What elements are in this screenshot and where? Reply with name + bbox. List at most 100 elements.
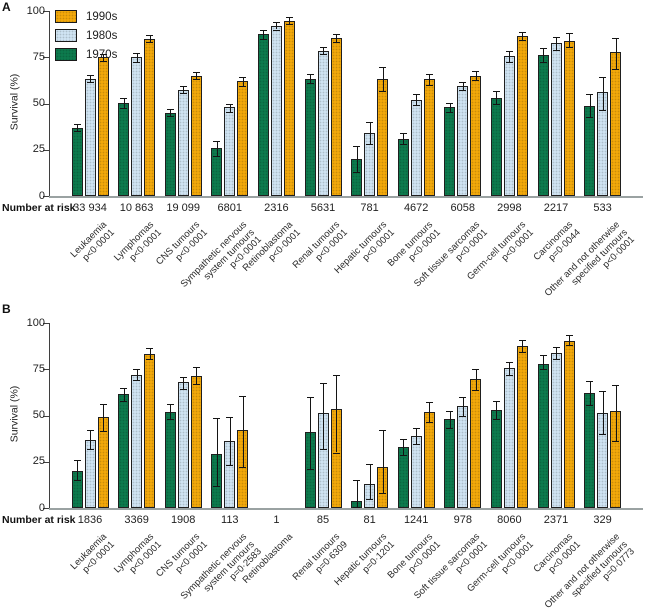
number-at-risk-value: 2998 — [497, 202, 522, 214]
error-bar — [475, 71, 477, 81]
error-bar-cap-bottom — [612, 69, 620, 71]
number-at-risk-value: 2316 — [264, 202, 289, 214]
error-bar-cap-bottom — [259, 38, 267, 40]
error-bar-cap-bottom — [472, 80, 480, 82]
error-bar — [242, 76, 244, 86]
error-bar-cap-top — [539, 48, 547, 49]
error-bar — [416, 427, 418, 445]
number-at-risk-value: 1908 — [170, 514, 196, 526]
y-tick — [43, 369, 49, 371]
error-bar-cap-bottom — [179, 388, 187, 390]
number-at-risk-value: 781 — [360, 202, 379, 214]
error-bar-cap-bottom — [133, 380, 141, 382]
error-bar — [615, 37, 617, 70]
error-bar — [336, 374, 337, 453]
error-bar-cap-bottom — [379, 493, 387, 495]
y-tick — [43, 323, 49, 324]
error-bar-cap-bottom — [599, 434, 607, 435]
error-bar-cap-bottom — [120, 108, 128, 110]
number-at-risk-value: 5631 — [310, 202, 336, 214]
y-tick — [43, 461, 49, 463]
error-bar — [242, 396, 244, 468]
y-tick-label: 25 — [32, 143, 45, 156]
panel-b-letter: B — [2, 302, 11, 316]
bar-1990s — [283, 21, 295, 196]
error-bar — [569, 335, 570, 346]
error-bar-cap-top — [459, 82, 467, 84]
error-bar-cap-bottom — [379, 90, 387, 92]
error-bar — [369, 122, 371, 145]
y-tick — [43, 103, 49, 105]
error-bar — [123, 387, 125, 401]
error-bar-cap-top — [472, 71, 480, 73]
error-bar-cap-bottom — [612, 441, 620, 443]
error-bar — [589, 381, 591, 406]
error-bar — [416, 94, 418, 106]
error-bar-cap-bottom — [86, 82, 94, 84]
number-at-risk-header-panel-b: Number at risk — [2, 514, 76, 526]
y-tick — [43, 508, 49, 509]
error-bar-cap-top — [86, 430, 94, 432]
error-bar — [196, 72, 198, 80]
error-bar-cap-bottom — [552, 359, 560, 361]
panel-a-letter: A — [2, 0, 11, 14]
number-at-risk-value: 2371 — [543, 514, 569, 526]
bar-1970s — [397, 138, 409, 196]
error-bar-cap-top — [272, 22, 280, 24]
error-bar-cap-top — [192, 367, 200, 369]
error-bar-cap-bottom — [459, 89, 467, 91]
error-bar-cap-top — [239, 396, 247, 398]
error-bar-cap-bottom — [73, 480, 81, 482]
y-tick — [43, 149, 49, 151]
error-bar-cap-bottom — [166, 116, 174, 118]
y-tick-label: 50 — [32, 409, 45, 421]
error-bar-cap-top — [565, 33, 573, 35]
y-tick-label: 75 — [32, 50, 45, 63]
error-bar-cap-bottom — [213, 156, 221, 158]
error-bar — [149, 347, 151, 360]
bar-1980s — [410, 99, 422, 196]
error-bar-cap-top — [379, 430, 387, 432]
error-bar — [522, 339, 524, 352]
error-bar-cap-top — [586, 381, 594, 383]
bar-1980s — [131, 374, 143, 508]
error-bar — [382, 66, 384, 91]
error-bar-cap-top — [446, 410, 454, 412]
bar-1980s — [177, 382, 189, 508]
number-at-risk-header-panel-a: Number at risk — [2, 202, 76, 214]
error-bar — [462, 82, 464, 90]
y-axis — [49, 323, 50, 508]
error-bar-cap-top — [552, 36, 560, 38]
error-bar-cap-bottom — [285, 23, 293, 25]
error-bar-cap-top — [399, 133, 407, 135]
error-bar-cap-bottom — [565, 345, 573, 347]
bar-1980s — [84, 78, 96, 196]
error-bar-cap-bottom — [472, 389, 480, 391]
bar-1980s — [270, 25, 282, 196]
bar-1990s — [144, 38, 156, 196]
x-axis — [49, 196, 643, 198]
error-bar — [136, 369, 138, 381]
error-bar-cap-bottom — [226, 111, 234, 113]
error-bar — [103, 53, 104, 61]
error-bar-cap-bottom — [425, 421, 433, 423]
error-bar — [123, 97, 125, 109]
bar-1970s — [584, 393, 596, 508]
error-bar — [543, 355, 544, 370]
error-bar-cap-top — [366, 463, 374, 465]
error-bar-cap-top — [179, 376, 187, 378]
error-bar — [90, 74, 91, 83]
number-at-risk-value: 533 — [593, 202, 612, 214]
error-bar-cap-bottom — [86, 448, 94, 450]
bar-1970s — [537, 363, 549, 508]
error-bar-cap-top — [179, 85, 187, 87]
y-tick-label: 100 — [26, 316, 45, 329]
bar-1990s — [330, 37, 342, 196]
error-bar-cap-bottom — [73, 131, 81, 133]
x-axis — [49, 508, 643, 510]
bar-1990s — [423, 79, 435, 196]
bar-1990s — [190, 75, 202, 196]
error-bar-cap-bottom — [552, 49, 560, 51]
error-bar-cap-bottom — [505, 61, 513, 63]
error-bar-cap-bottom — [446, 428, 454, 430]
